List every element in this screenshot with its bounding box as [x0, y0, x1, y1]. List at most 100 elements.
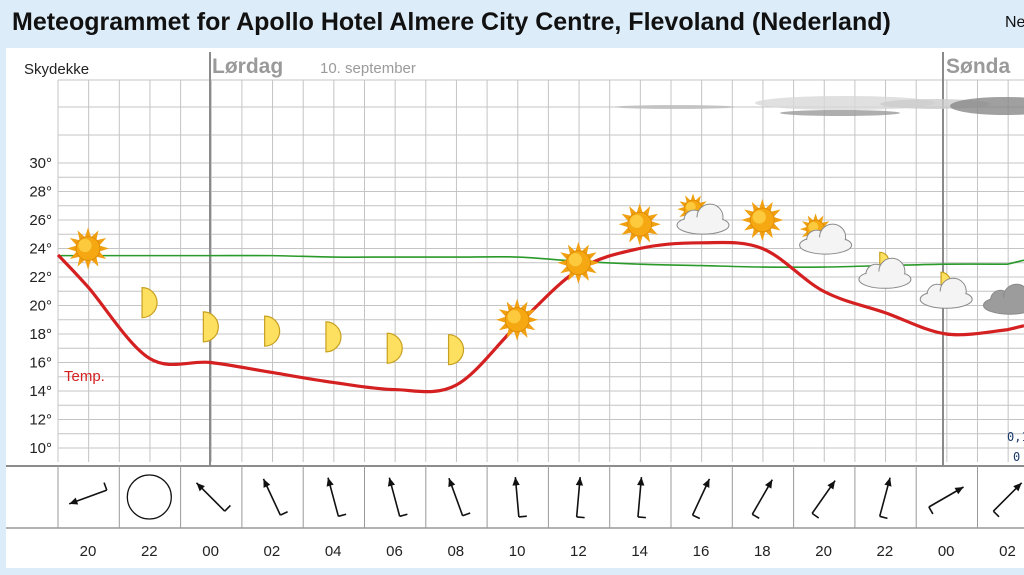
weather-symbol-sun	[557, 241, 600, 284]
wind-head	[448, 478, 456, 488]
sun-ray	[651, 221, 661, 228]
weather-symbol-moon-cloud	[858, 251, 912, 289]
wind-arrow	[448, 477, 471, 517]
x-hour-label: 00	[938, 543, 955, 560]
sun-ray	[85, 227, 91, 237]
sun-ray	[751, 201, 759, 211]
wind-head	[263, 478, 271, 488]
sun-ray	[818, 215, 824, 223]
grid: 30°28°26°24°22°20°18°16°14°12°10°20 22 00 0…	[6, 52, 1024, 560]
weather-symbol-sun	[67, 227, 109, 270]
cloud-cover-label: Skydekke	[24, 61, 89, 78]
x-hour-label: 02	[999, 543, 1016, 560]
wind-barb	[280, 511, 288, 516]
y-tick-label: 22°	[29, 269, 52, 286]
sun-ray	[618, 221, 628, 228]
y-tick-label: 10°	[29, 440, 52, 457]
sun-ray	[506, 301, 514, 311]
cloud-fill	[859, 271, 910, 288]
cloud-fill	[921, 291, 972, 308]
x-hour-label: 20	[80, 543, 97, 560]
moon-shape	[202, 311, 219, 343]
moon-shape	[264, 315, 281, 347]
labels: Skydekke Temp. Lørdag 10. september Sønd…	[24, 55, 1024, 464]
sun-highlight	[78, 238, 92, 253]
x-hour-label: 10	[509, 543, 526, 560]
sun-ray	[514, 298, 520, 308]
wind-barb	[103, 482, 108, 491]
sun-ray	[69, 252, 79, 259]
weather-symbol-moon-cloud	[919, 271, 973, 309]
cloud-cover-blob	[615, 105, 735, 109]
wind-barb	[576, 516, 585, 519]
wind-barb	[637, 516, 646, 519]
sun-ray	[506, 329, 514, 338]
sun-ray	[582, 272, 589, 281]
wind-head	[387, 477, 395, 487]
wind-head	[69, 497, 79, 505]
wind-arrow	[928, 486, 964, 515]
wind-barb	[692, 514, 701, 520]
sun-ray	[590, 260, 600, 266]
sun-ray	[751, 229, 759, 239]
cloud-cover-blob	[780, 110, 900, 116]
page-title: Meteogrammet for Apollo Hotel Almere Cit…	[12, 8, 891, 36]
wind-head	[575, 477, 584, 486]
sun-ray	[699, 201, 707, 207]
y-tick-label: 28°	[29, 184, 52, 201]
y-tick-label: 20°	[29, 298, 52, 315]
sun-ray	[774, 217, 784, 223]
calm-circle	[126, 474, 172, 520]
wind-arrow	[195, 482, 231, 512]
sun-ray	[801, 221, 809, 227]
sun-ray	[575, 241, 582, 251]
sun-ray	[629, 206, 636, 216]
day-label-sunday: Sønda	[946, 55, 1010, 78]
wind-head	[827, 480, 836, 490]
sun-ray	[679, 201, 687, 207]
sun-ray	[526, 323, 536, 331]
sun-ray	[567, 244, 575, 254]
sun-ray	[587, 266, 597, 274]
sun-ray	[85, 260, 91, 270]
day-label-saturday: Lørdag	[212, 55, 283, 78]
sun-ray	[741, 217, 751, 223]
cloud-fill	[800, 237, 851, 254]
y-tick-label: 24°	[29, 241, 52, 258]
sun-ray	[679, 211, 687, 218]
sun-ray	[77, 230, 85, 240]
sun-highlight	[808, 221, 819, 232]
title-overflow-text: Ne	[1005, 14, 1024, 31]
wind-head	[512, 477, 520, 486]
sun-ray	[690, 193, 696, 200]
sun-ray	[69, 238, 79, 245]
sun-ray	[744, 209, 754, 217]
wind-head	[326, 477, 334, 487]
y-tick-label: 12°	[29, 412, 52, 429]
sun-ray	[97, 238, 107, 245]
sun-ray	[91, 257, 99, 267]
sun-ray	[648, 228, 658, 235]
x-hour-label: 18	[754, 543, 771, 560]
wind-barb	[224, 504, 231, 512]
sun-ray	[557, 260, 567, 266]
sun-ray	[514, 332, 520, 341]
precip-label-bottom: 0	[1013, 450, 1020, 464]
x-hour-label: 06	[386, 543, 403, 560]
wind-arrow	[691, 478, 711, 520]
wind-arrow	[878, 477, 892, 520]
sun-ray	[629, 233, 636, 243]
x-hour-label: 02	[264, 543, 281, 560]
wind-arrow	[326, 477, 347, 518]
sun-ray	[636, 236, 643, 246]
precip-label-top: 0,1	[1007, 430, 1024, 444]
sun-ray	[97, 252, 107, 259]
sun-ray	[813, 213, 818, 220]
wind-barb	[399, 513, 408, 518]
sun-highlight	[507, 310, 521, 324]
sun-ray	[621, 213, 631, 221]
wind-barb	[811, 512, 820, 519]
sun-ray	[759, 232, 766, 241]
calm-wind-circle	[126, 474, 172, 520]
